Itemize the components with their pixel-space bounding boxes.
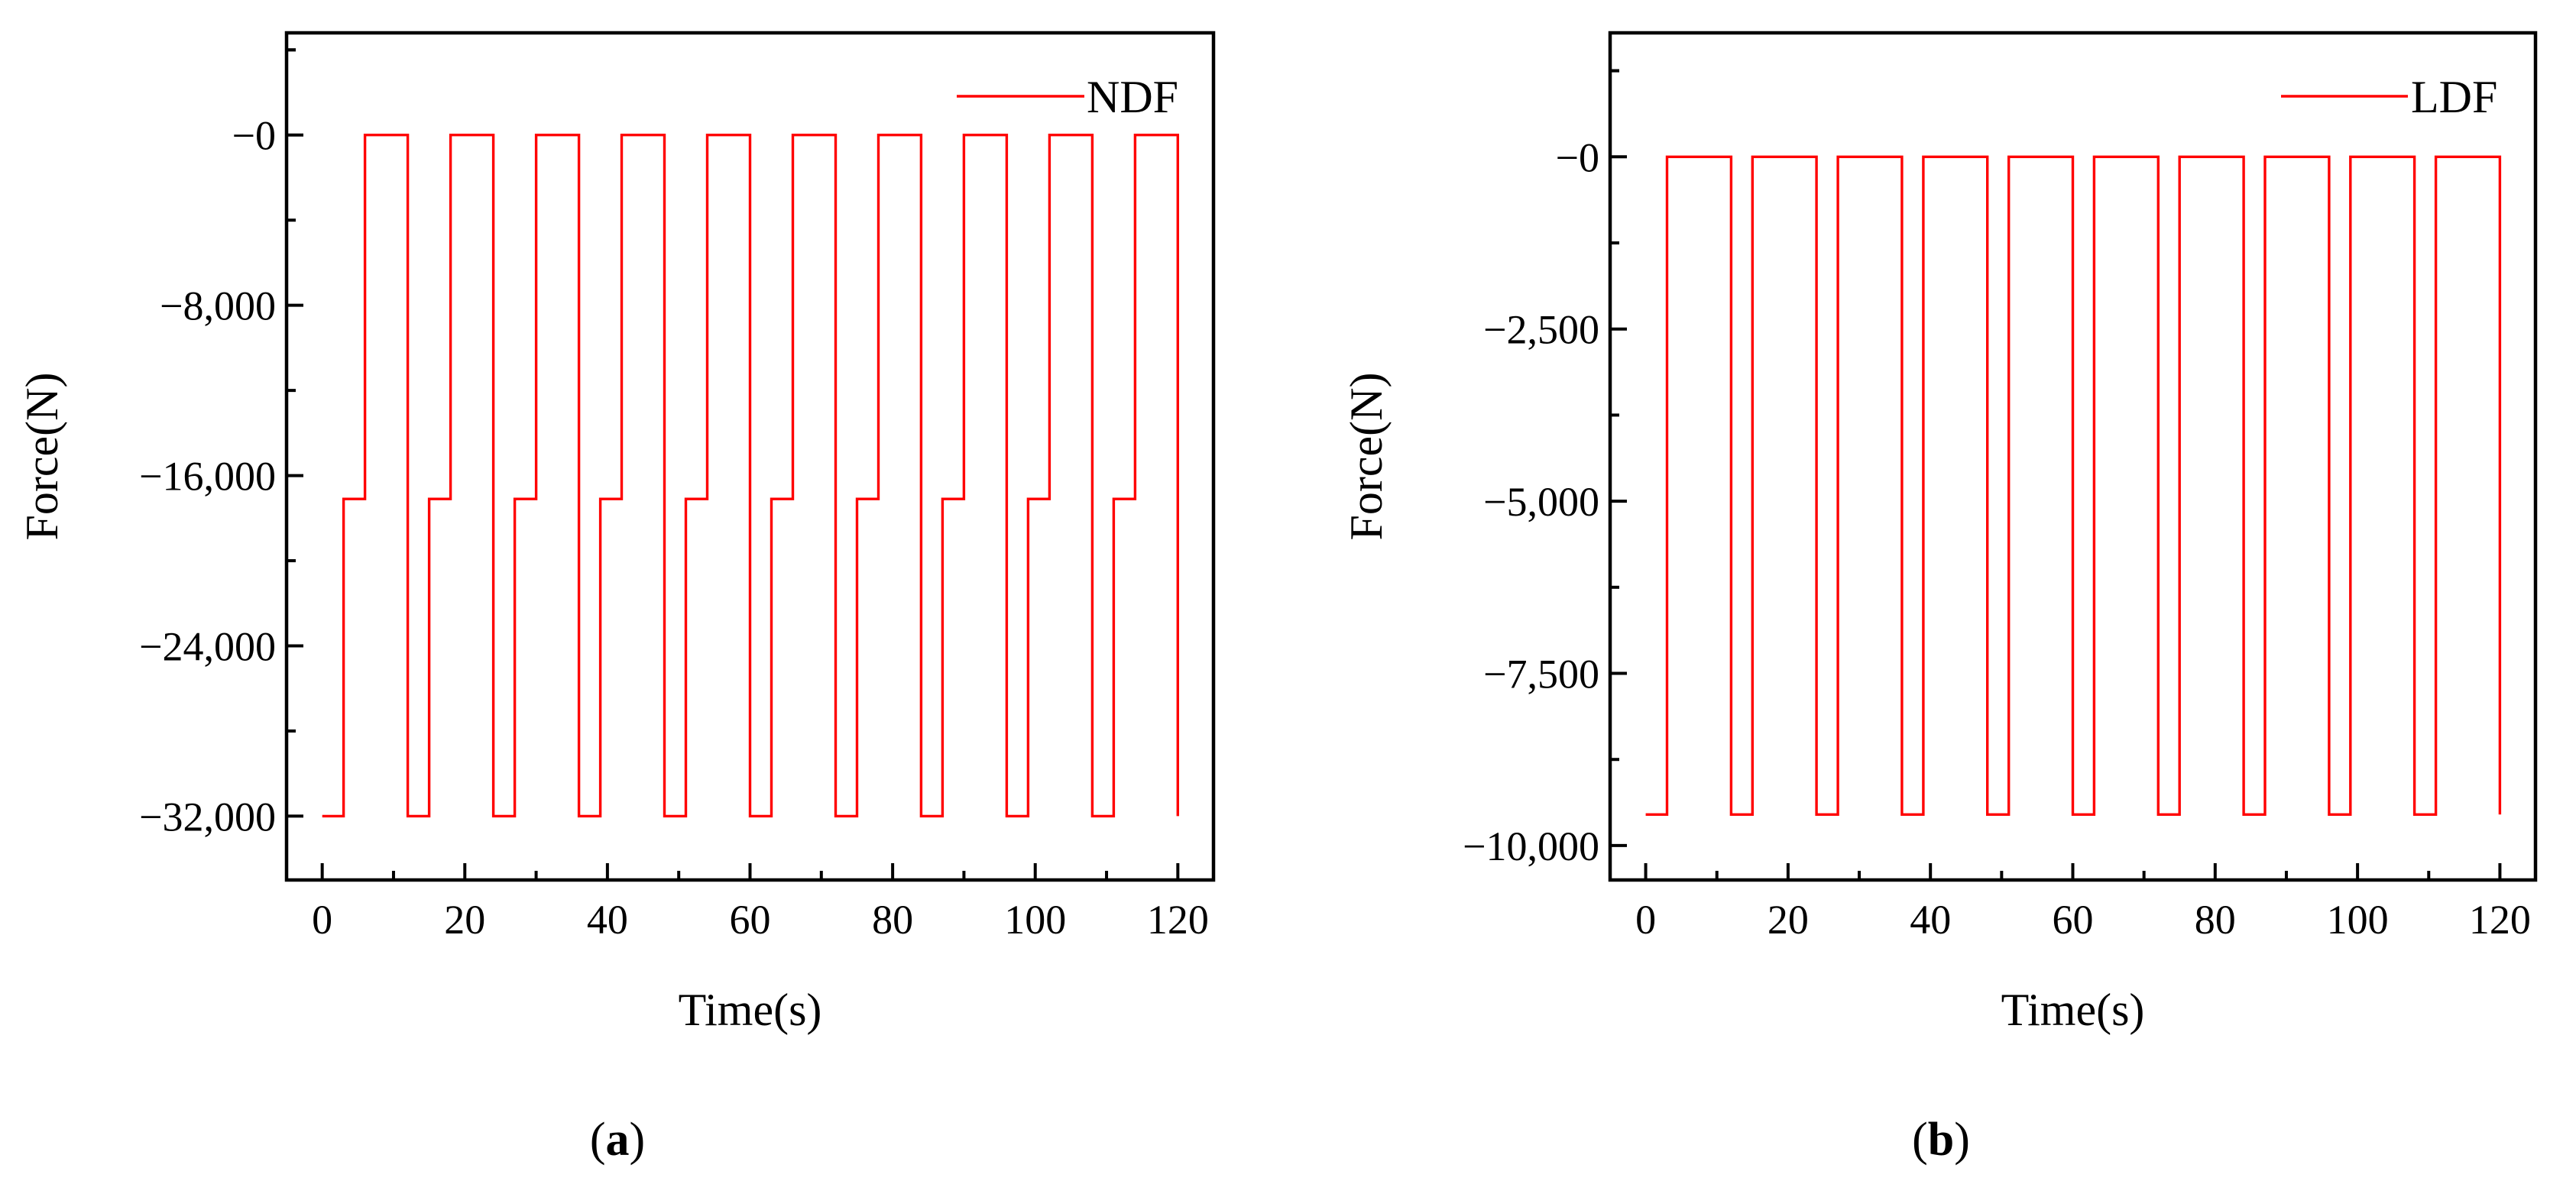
x-tick-label: 40 (587, 897, 628, 943)
series-line-ldf (1645, 155, 2502, 816)
panel-label: (b) (1912, 1114, 1970, 1166)
x-tick-label: 60 (730, 897, 771, 943)
x-tick-label: 80 (872, 897, 913, 943)
x-tick-label: 60 (2053, 897, 2094, 943)
panel-label-open-paren: ( (1912, 1114, 1928, 1166)
y-tick-label: −10,000 (1463, 823, 1599, 869)
panel-label-close-paren: ) (630, 1114, 646, 1166)
y-tick-label: −7,500 (1483, 652, 1599, 697)
x-tick-label: 0 (1635, 897, 1656, 943)
x-axis-title: Time(s) (679, 985, 822, 1035)
x-tick-label: 100 (1004, 897, 1066, 943)
y-axis-title: Force(N) (17, 373, 67, 541)
x-tick-label: 120 (1147, 897, 1209, 943)
y-tick-label: −24,000 (139, 623, 276, 669)
chart-panel-a: 0 20 40 60 80 100 120 −0 −8,000 −16,000 −24,000 −32… (17, 31, 1216, 1166)
chart-panel-b: 0 20 40 60 80 100 120 −0 −2,500 −5,000 −7,500 −10,0… (1341, 31, 2538, 1166)
legend-label: NDF (1087, 72, 1178, 122)
x-tick-label: 40 (1910, 897, 1951, 943)
series-line-ndf (322, 134, 1179, 818)
y-tick-label: −0 (232, 113, 276, 159)
y-tick-label: −32,000 (139, 794, 276, 839)
y-tick-label: −5,000 (1483, 479, 1599, 525)
x-tick-label: 0 (312, 897, 332, 943)
panel-label-letter: a (606, 1114, 630, 1166)
x-tick-label: 20 (444, 897, 485, 943)
panel-label-letter: b (1928, 1114, 1954, 1166)
panel-label-open-paren: ( (590, 1114, 606, 1166)
x-axis-title: Time(s) (2001, 985, 2145, 1035)
y-tick-label: −2,500 (1483, 307, 1599, 353)
x-tick-label: 120 (2469, 897, 2531, 943)
y-tick-label: −8,000 (160, 283, 276, 329)
x-tick-label: 20 (1768, 897, 1809, 943)
legend-label: LDF (2411, 72, 2497, 122)
y-axis-title: Force(N) (1341, 373, 1392, 541)
panel-label-close-paren: ) (1954, 1114, 1970, 1166)
y-tick-label: −16,000 (139, 454, 276, 500)
panel-label: (a) (590, 1114, 645, 1166)
x-tick-label: 80 (2195, 897, 2236, 943)
y-tick-label: −0 (1556, 134, 1599, 180)
x-tick-label: 100 (2327, 897, 2389, 943)
